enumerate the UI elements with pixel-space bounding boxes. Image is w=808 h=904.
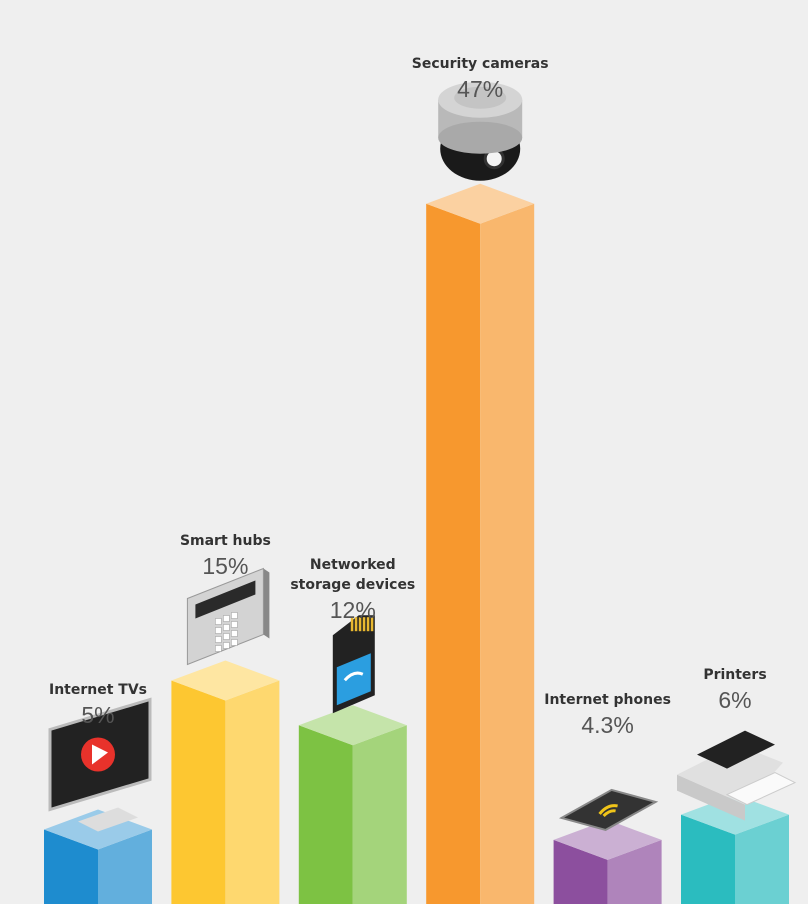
icon-hub-display: [195, 580, 256, 619]
icon-hub-key: [231, 630, 238, 637]
icon: [558, 788, 659, 832]
bar: [426, 183, 535, 904]
bar-label: Smart hubs 15%: [155, 531, 295, 581]
value-label: 12%: [329, 597, 376, 624]
bar-right-face: [352, 725, 407, 904]
category-label: Internet TVs: [48, 681, 147, 698]
icon: [332, 615, 375, 714]
icon-hub-key: [215, 618, 222, 625]
icon-hub-side: [263, 568, 270, 639]
icon-tv-arrow: [92, 744, 108, 765]
bar-right-face: [735, 814, 789, 904]
icon-sd-pin: [370, 617, 374, 632]
value-label: 47%: [457, 75, 504, 102]
icon-sd-pin: [350, 617, 354, 632]
bar-right-face: [607, 839, 662, 904]
icon-sd-label: [336, 653, 371, 706]
category-label: Smart hubs: [179, 532, 271, 549]
value-label: 15%: [202, 552, 249, 579]
bar-top-face: [298, 705, 407, 746]
bar-right-face: [225, 680, 280, 904]
bar-label: Internet phones 4.3%: [538, 690, 678, 740]
icon-hub-key: [231, 639, 238, 646]
bar: [171, 660, 280, 904]
icon: [186, 567, 270, 666]
bar-left-face: [681, 814, 735, 904]
icon-hub-key: [223, 615, 230, 622]
icon: [48, 697, 152, 832]
bar-label: Security cameras 47%: [410, 54, 550, 104]
category-label: Security cameras: [411, 55, 549, 72]
icon-printer-paper: [725, 772, 797, 806]
icon: [677, 730, 797, 821]
icon-sd-pin: [362, 617, 366, 632]
icon-hub-key: [215, 645, 222, 652]
icon-cam-cap: [454, 86, 507, 109]
bar-left-face: [426, 203, 481, 904]
bar-label: Internet TVs 5%: [28, 680, 168, 730]
bar-left-face: [553, 839, 608, 904]
value-label: 5%: [81, 701, 115, 728]
value-label: 4.3%: [581, 711, 634, 738]
bar-left-face: [298, 725, 353, 904]
category-label: Networked storage devices: [290, 557, 416, 594]
category-label: Internet phones: [544, 691, 671, 708]
bar-right-face: [480, 203, 535, 904]
bar: [298, 705, 407, 904]
bar-label: Printers 6%: [665, 665, 805, 715]
icon-tv-stand: [78, 807, 138, 832]
icon-printer-hood: [697, 730, 775, 769]
icon-phone-wifi: [598, 804, 618, 818]
bar-top-face: [553, 819, 662, 860]
icon-hub-key: [223, 642, 230, 649]
icon-phone-body: [558, 788, 659, 832]
icon-printer-front: [677, 774, 745, 821]
value-label: 6%: [718, 686, 752, 713]
bar: [553, 819, 662, 904]
bar-right-face: [98, 829, 152, 904]
icon-hub-key: [231, 612, 238, 619]
icon-cam-ring-bottom: [438, 121, 523, 154]
icon-hub-key: [223, 633, 230, 640]
bar-top-face: [171, 660, 280, 701]
icon: [438, 81, 523, 181]
icon-hub-key: [215, 627, 222, 634]
icon-sd-pin: [358, 617, 362, 632]
bar-top-face: [426, 183, 535, 224]
icon-sd-pin: [366, 617, 370, 632]
bar-left-face: [44, 829, 98, 904]
icon-hub-key: [223, 624, 230, 631]
bar-left-face: [171, 680, 226, 904]
category-label: Printers: [703, 666, 767, 683]
icon-sd-pin: [354, 617, 358, 632]
icon-sd-wifi: [343, 671, 364, 682]
icon-hub-key: [215, 636, 222, 643]
bar-label: Networked storage devices 12%: [283, 555, 423, 625]
icon-hub-key: [231, 621, 238, 628]
